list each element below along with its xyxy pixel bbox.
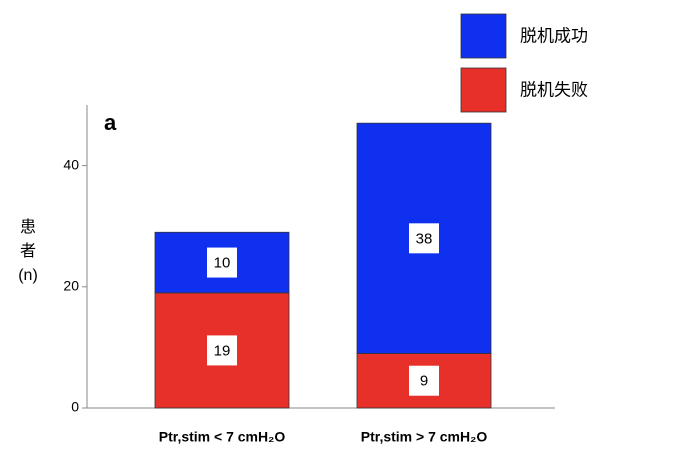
y-axis-label: (n) — [18, 267, 38, 284]
legend-swatch — [460, 67, 507, 113]
data-label: 9 — [420, 373, 428, 390]
data-label: 38 — [416, 230, 433, 247]
data-label-box — [409, 365, 439, 396]
data-label-box — [207, 335, 237, 366]
x-tick-label: Ptr,stim > 7 cmH₂O — [361, 429, 488, 445]
y-axis-label: 者 — [20, 242, 36, 260]
data-label: 10 — [214, 255, 231, 272]
panel-label: a — [104, 110, 117, 135]
data-label-box — [409, 223, 439, 254]
y-tick-label: 0 — [71, 399, 79, 415]
y-axis-label: 患 — [20, 218, 36, 236]
data-label: 19 — [214, 342, 231, 359]
legend-label: 脱机成功 — [520, 26, 588, 45]
data-label-box — [207, 247, 237, 278]
legend-label: 脱机失败 — [520, 80, 588, 99]
x-tick-label: Ptr,stim < 7 cmH₂O — [159, 429, 286, 445]
y-tick-label: 20 — [63, 278, 79, 294]
legend-swatch — [460, 13, 507, 59]
y-tick-label: 40 — [63, 156, 79, 172]
